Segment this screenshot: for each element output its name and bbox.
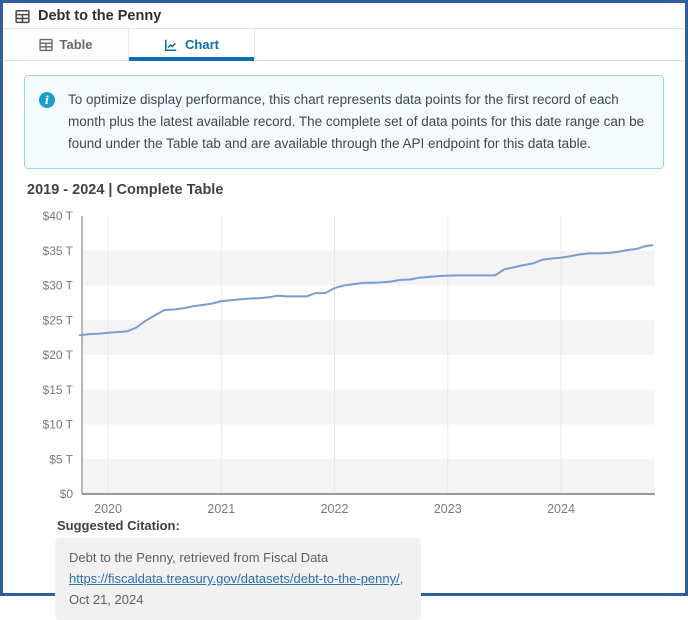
info-banner: i To optimize display performance, this … [24,75,664,169]
citation-heading: Suggested Citation: [57,518,180,533]
x-tick-label: 2020 [94,502,122,516]
tab-table-label: Table [59,37,93,52]
y-tick-label: $15 T [43,383,74,397]
plot-band [82,250,655,286]
citation-box: Debt to the Penny, retrieved from Fiscal… [55,538,421,620]
tab-chart[interactable]: Chart [129,29,255,61]
y-tick-label: $40 T [43,209,74,223]
plot-band [82,459,655,494]
chart-tab-icon [164,38,178,52]
y-tick-label: $5 T [49,452,73,466]
y-tick-label: $20 T [43,348,74,362]
x-tick-label: 2021 [207,502,235,516]
plot-band [82,320,655,355]
table-grid-icon [15,9,30,24]
citation-section: Suggested Citation: Debt to the Penny, r… [55,518,685,620]
x-tick-label: 2022 [321,502,349,516]
tabbar: Table Chart [3,29,685,61]
debt-series-line [78,244,654,337]
x-tick-label: 2024 [547,502,575,516]
chart-area: $0 $5 T $10 T $15 T $20 T $25 T $30 T $35 T $40 … [25,202,685,516]
y-tick-label: $10 T [43,418,74,432]
citation-link[interactable]: https://fiscaldata.treasury.gov/datasets… [69,571,400,586]
citation-line1: Debt to the Penny, retrieved from Fiscal… [69,550,329,565]
tab-table[interactable]: Table [3,29,129,60]
info-banner-text: To optimize display performance, this ch… [68,92,645,151]
plot-band [82,389,655,425]
tab-chart-label: Chart [185,37,219,52]
x-tick-label: 2023 [434,502,462,516]
debt-line-chart: $0 $5 T $10 T $15 T $20 T $25 T $30 T $35 T $40 … [43,209,655,516]
info-icon: i [39,92,55,108]
panel-header: Debt to the Penny [3,3,685,29]
y-tick-label: $35 T [43,244,74,258]
y-tick-label: $25 T [43,313,74,327]
chart-heading: 2019 - 2024 | Complete Table [27,182,224,198]
y-tick-label: $0 [60,487,74,501]
table-tab-icon [38,38,53,52]
page-title: Debt to the Penny [38,8,162,24]
y-tick-label: $30 T [43,279,74,293]
